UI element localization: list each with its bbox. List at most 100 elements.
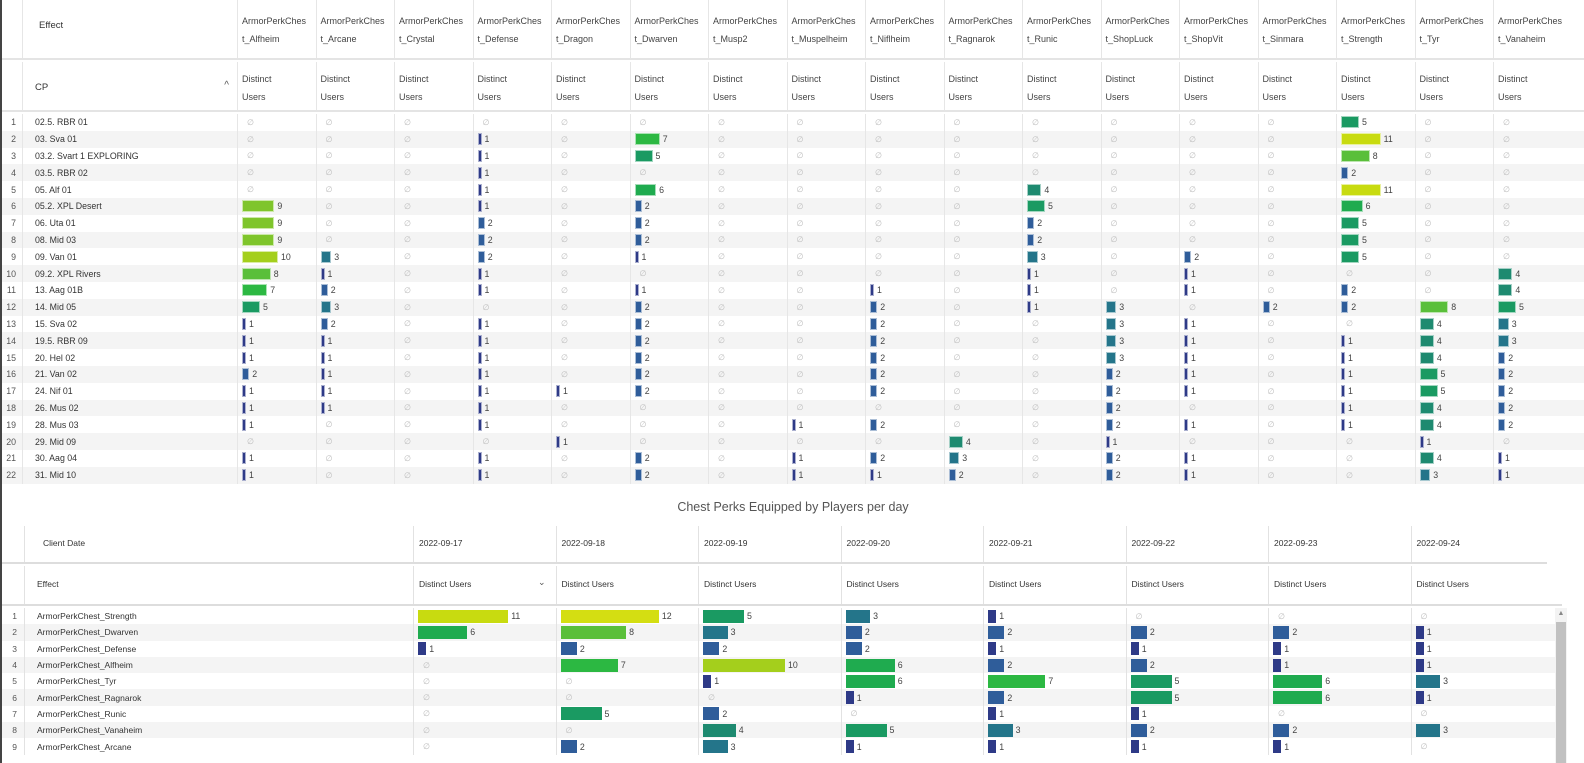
data-cell[interactable]: ∅ bbox=[551, 416, 630, 434]
column-header-sinmara[interactable]: ArmorPerkChes t_Sinmara bbox=[1257, 0, 1337, 58]
data-cell[interactable]: 1 bbox=[840, 738, 984, 755]
data-cell[interactable]: ∅ bbox=[786, 399, 866, 417]
data-cell[interactable]: 3 bbox=[983, 722, 1126, 739]
data-cell[interactable]: 1 bbox=[1410, 656, 1554, 674]
data-cell[interactable]: 1 bbox=[237, 449, 316, 467]
data-cell[interactable]: 2 bbox=[1100, 365, 1180, 383]
data-cell[interactable]: ∅ bbox=[1257, 365, 1337, 383]
data-cell[interactable]: 1 bbox=[472, 399, 552, 417]
data-cell[interactable]: 8 bbox=[237, 265, 316, 282]
scrollbar-thumb[interactable] bbox=[1556, 622, 1566, 763]
data-cell[interactable]: 5 bbox=[1125, 689, 1269, 706]
data-cell[interactable]: 2 bbox=[865, 416, 944, 434]
data-cell[interactable]: 5 bbox=[1125, 673, 1269, 690]
table-row[interactable]: 13 15. Sva 02 1 2 ∅ 1 ∅ 2 ∅ ∅ 2 ∅ ∅ 3 1 ∅ ∅ 4 3 bbox=[2, 315, 1584, 333]
data-cell[interactable]: 10 bbox=[237, 248, 316, 266]
data-cell[interactable]: 2 bbox=[629, 214, 709, 232]
data-cell[interactable]: 2 bbox=[983, 656, 1126, 674]
data-cell[interactable]: ∅ bbox=[1257, 130, 1337, 148]
data-cell[interactable]: ∅ bbox=[1493, 197, 1572, 215]
data-cell[interactable]: 1 bbox=[1179, 449, 1258, 467]
data-cell[interactable]: 1 bbox=[629, 248, 709, 266]
data-cell[interactable]: ∅ bbox=[786, 281, 866, 299]
column-header-vanaheim[interactable]: ArmorPerkChes t_Vanaheim bbox=[1493, 0, 1572, 58]
table-row[interactable]: 9 ArmorPerkChest_Arcane ∅ 2 3 1 1 1 1 ∅ bbox=[2, 738, 1555, 755]
data-cell[interactable]: 1 bbox=[983, 608, 1126, 625]
data-cell[interactable]: 1 bbox=[1179, 281, 1258, 299]
data-cell[interactable]: 2 bbox=[629, 231, 709, 249]
data-cell[interactable]: ∅ bbox=[1022, 449, 1101, 467]
data-cell[interactable]: ∅ bbox=[1179, 114, 1258, 131]
data-cell[interactable]: 6 bbox=[1336, 197, 1415, 215]
data-cell[interactable]: ∅ bbox=[1100, 164, 1180, 182]
data-cell[interactable]: ∅ bbox=[1493, 248, 1572, 266]
column-header-shopvit[interactable]: ArmorPerkChes t_ShopVit bbox=[1179, 0, 1258, 58]
data-cell[interactable]: 1 bbox=[983, 738, 1126, 755]
data-cell[interactable]: 2 bbox=[1100, 416, 1180, 434]
data-cell[interactable]: ∅ bbox=[943, 214, 1023, 232]
data-cell[interactable]: ∅ bbox=[394, 231, 473, 249]
metric-header[interactable]: Distinct Users ⌄ bbox=[413, 566, 556, 604]
table-row[interactable]: 6 ArmorPerkChest_Ragnarok ∅ ∅ ∅ 1 2 5 6 1 bbox=[2, 689, 1555, 706]
data-cell[interactable]: 1 bbox=[1022, 265, 1101, 282]
data-cell[interactable]: 3 bbox=[315, 248, 395, 266]
data-cell[interactable]: 3 bbox=[698, 738, 841, 755]
data-cell[interactable]: ∅ bbox=[1414, 164, 1494, 182]
data-cell[interactable]: ∅ bbox=[708, 416, 787, 434]
data-cell[interactable]: 1 bbox=[315, 332, 395, 350]
data-cell[interactable]: ∅ bbox=[237, 114, 316, 131]
data-cell[interactable]: 6 bbox=[840, 656, 984, 674]
data-cell[interactable]: ∅ bbox=[237, 130, 316, 148]
data-cell[interactable]: 8 bbox=[555, 624, 699, 641]
data-cell[interactable]: ∅ bbox=[1493, 214, 1572, 232]
data-cell[interactable]: ∅ bbox=[1493, 181, 1572, 198]
data-cell[interactable]: 1 bbox=[472, 466, 552, 484]
table-row[interactable]: 3 03.2. Svart 1 EXPLORING ∅ ∅ ∅ 1 ∅ 5 ∅ ∅ ∅ ∅ ∅ ∅ ∅ ∅ 8 ∅… bbox=[2, 147, 1584, 165]
data-cell[interactable]: ∅ bbox=[551, 181, 630, 198]
data-cell[interactable]: 2 bbox=[555, 640, 699, 657]
data-cell[interactable]: ∅ bbox=[1336, 433, 1415, 450]
data-cell[interactable]: 2 bbox=[315, 281, 395, 299]
data-cell[interactable]: ∅ bbox=[708, 332, 787, 350]
data-cell[interactable]: ∅ bbox=[1257, 449, 1337, 467]
data-cell[interactable]: 6 bbox=[1268, 689, 1411, 706]
table-row[interactable]: 2 ArmorPerkChest_Dwarven 6 8 3 2 2 2 2 1 bbox=[2, 624, 1555, 641]
data-cell[interactable]: ∅ bbox=[1179, 231, 1258, 249]
data-cell[interactable]: ∅ bbox=[1336, 265, 1415, 282]
data-cell[interactable]: ∅ bbox=[1257, 197, 1337, 215]
data-cell[interactable]: ∅ bbox=[555, 689, 699, 706]
data-cell[interactable]: ∅ bbox=[629, 416, 709, 434]
data-cell[interactable]: ∅ bbox=[551, 365, 630, 383]
scroll-up-arrow-icon[interactable]: ▲ bbox=[1557, 610, 1565, 617]
data-cell[interactable]: ∅ bbox=[551, 298, 630, 316]
data-cell[interactable]: ∅ bbox=[413, 705, 556, 723]
table-row[interactable]: 3 ArmorPerkChest_Defense 1 2 2 2 1 1 1 1 bbox=[2, 640, 1555, 657]
data-cell[interactable]: ∅ bbox=[315, 147, 395, 165]
data-cell[interactable]: 1 bbox=[1179, 315, 1258, 333]
data-cell[interactable]: ∅ bbox=[1257, 399, 1337, 417]
table-row[interactable]: 1 02.5. RBR 01 ∅ ∅ ∅ ∅ ∅ ∅ ∅ ∅ ∅ ∅ ∅ ∅ ∅ ∅ 5 ∅ ∅ bbox=[2, 114, 1584, 131]
data-cell[interactable]: 1 bbox=[1022, 281, 1101, 299]
data-cell[interactable]: ∅ bbox=[786, 147, 866, 165]
data-cell[interactable]: ∅ bbox=[413, 689, 556, 706]
data-cell[interactable]: ∅ bbox=[1257, 416, 1337, 434]
data-cell[interactable]: 9 bbox=[237, 197, 316, 215]
data-cell[interactable]: ∅ bbox=[394, 181, 473, 198]
column-header-shopluck[interactable]: ArmorPerkChes t_ShopLuck bbox=[1100, 0, 1180, 58]
data-cell[interactable]: ∅ bbox=[1179, 147, 1258, 165]
data-cell[interactable]: 1 bbox=[1179, 332, 1258, 350]
table-row[interactable]: 15 20. Hel 02 1 1 ∅ 1 ∅ 2 ∅ ∅ 2 ∅ ∅ 3 1 ∅ 1 4 2 bbox=[2, 349, 1584, 366]
date-header-2022-09-17[interactable]: 2022-09-17 bbox=[413, 526, 556, 562]
data-cell[interactable]: 1 bbox=[1179, 382, 1258, 400]
data-cell[interactable]: ∅ bbox=[629, 265, 709, 282]
metric-header[interactable]: Distinct Users bbox=[1125, 566, 1269, 604]
data-cell[interactable]: ∅ bbox=[394, 265, 473, 282]
data-cell[interactable]: ∅ bbox=[315, 433, 395, 450]
data-cell[interactable]: ∅ bbox=[1022, 349, 1101, 366]
data-cell[interactable]: 5 bbox=[1336, 248, 1415, 266]
data-cell[interactable]: 1 bbox=[472, 332, 552, 350]
data-cell[interactable]: ∅ bbox=[1179, 197, 1258, 215]
data-cell[interactable]: ∅ bbox=[1257, 265, 1337, 282]
data-cell[interactable]: 8 bbox=[1336, 147, 1415, 165]
data-cell[interactable]: 1 bbox=[1336, 365, 1415, 383]
